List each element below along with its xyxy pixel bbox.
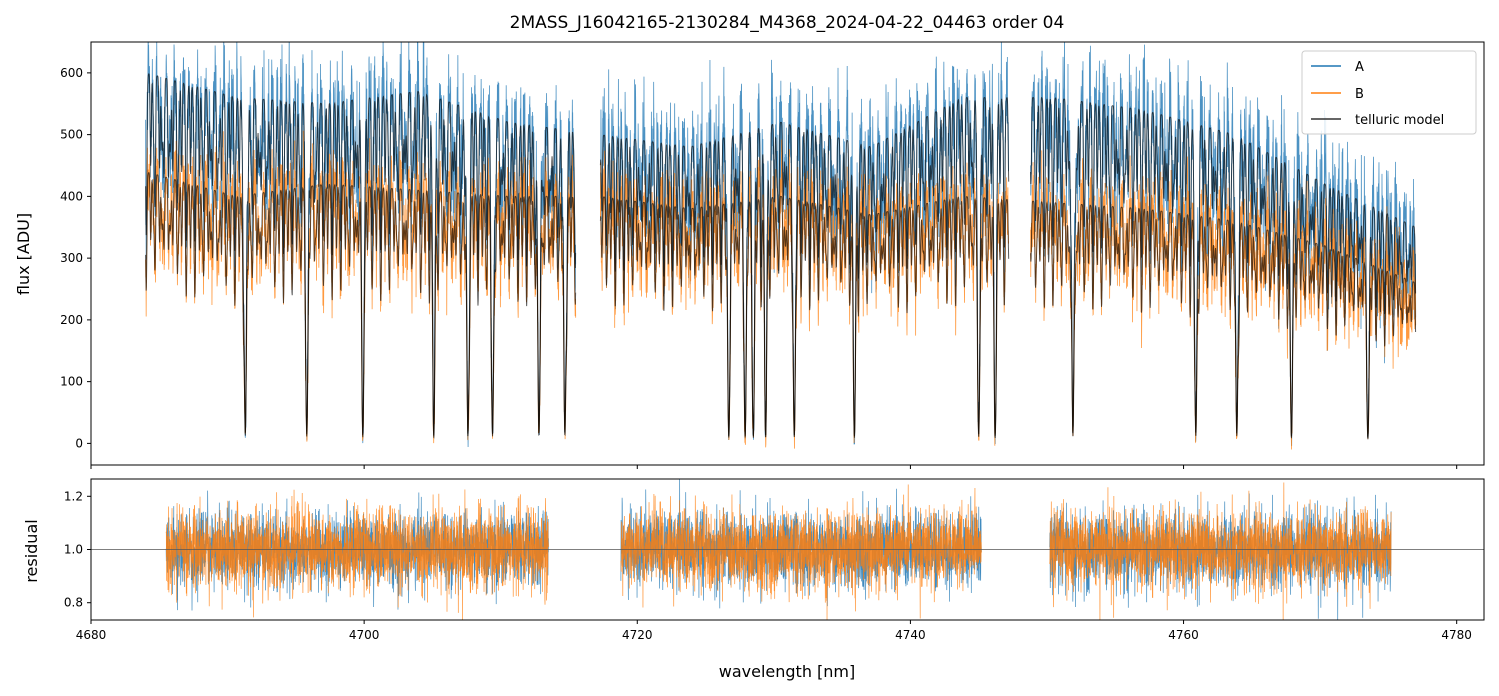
telluric-model-line xyxy=(599,97,1010,437)
series-b-residual-line xyxy=(1049,482,1392,620)
flux-y-tick-label: 100 xyxy=(60,375,83,389)
series-b-residual-line xyxy=(165,489,549,620)
x-axis-label: wavelength [nm] xyxy=(719,662,856,681)
telluric-model-line xyxy=(145,73,577,436)
residual-x-tick-label: 4680 xyxy=(76,628,107,642)
residual-x-tick-label: 4740 xyxy=(895,628,926,642)
residual-x-tick-label: 4700 xyxy=(349,628,380,642)
residual-y-tick-label: 0.8 xyxy=(64,596,83,610)
flux-plot-area xyxy=(145,42,1417,450)
legend-label-a: A xyxy=(1355,60,1364,75)
flux-y-axis-label: flux [ADU] xyxy=(14,213,33,295)
legend-label-b: B xyxy=(1355,87,1364,102)
flux-y-tick-label: 500 xyxy=(60,128,83,142)
flux-x-ticks xyxy=(90,465,1458,469)
flux-panel: 0 100 200 300 400 500 600 flux [ADU] A B tellu… xyxy=(14,41,1485,469)
series-b-residual-line xyxy=(620,484,982,620)
residual-x-tick-label: 4720 xyxy=(622,628,653,642)
flux-y-ticks: 0 100 200 300 400 500 600 xyxy=(60,66,91,450)
flux-axes-frame xyxy=(90,41,1485,466)
telluric-model-line xyxy=(599,195,1010,439)
telluric-model-line xyxy=(1030,97,1417,438)
residual-x-tick-label: 4780 xyxy=(1441,628,1472,642)
residual-panel: 0.8 1.0 1.2 4680 4700 4720 4740 4760 4780 resid… xyxy=(22,478,1485,681)
residual-x-tick-label: 4760 xyxy=(1168,628,1199,642)
telluric-model-line xyxy=(145,172,577,438)
flux-y-tick-label: 300 xyxy=(60,251,83,265)
flux-y-tick-label: 200 xyxy=(60,313,83,327)
legend: A B telluric model xyxy=(1301,50,1477,135)
legend-label-telluric: telluric model xyxy=(1355,113,1444,128)
flux-y-tick-label: 600 xyxy=(60,66,83,80)
flux-y-tick-label: 400 xyxy=(60,189,83,203)
chart-title: 2MASS_J16042165-2130284_M4368_2024-04-22… xyxy=(510,13,1065,33)
residual-y-ticks: 0.8 1.0 1.2 xyxy=(64,489,91,610)
flux-y-tick-label: 0 xyxy=(75,436,83,450)
series-b-line xyxy=(1030,150,1417,450)
legend-frame xyxy=(1301,50,1477,135)
residual-y-axis-label: residual xyxy=(22,519,41,582)
residual-plot-area xyxy=(91,479,1484,620)
residual-x-ticks: 4680 4700 4720 4740 4760 4780 xyxy=(76,620,1472,642)
telluric-model-line xyxy=(1030,200,1417,440)
residual-y-tick-label: 1.0 xyxy=(64,543,83,557)
residual-y-tick-label: 1.2 xyxy=(64,489,83,503)
